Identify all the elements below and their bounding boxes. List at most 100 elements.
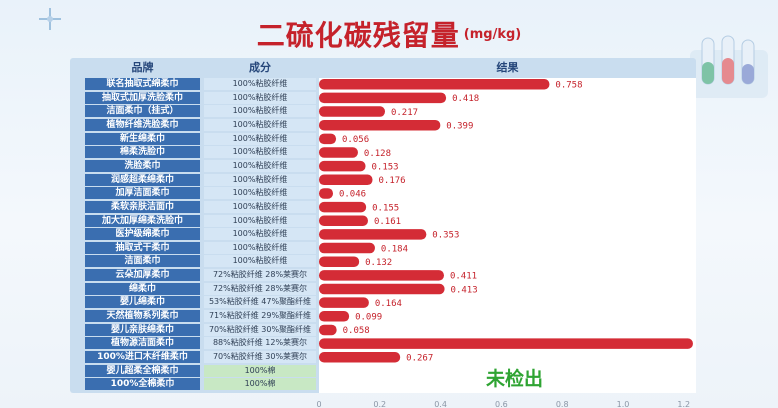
bar: [319, 106, 385, 117]
component-cell: 100%粘胶纤维: [204, 105, 316, 118]
bar: [319, 270, 444, 281]
component-cell: 71%粘胶纤维 29%聚酯纤维: [204, 310, 316, 323]
bar: [319, 338, 693, 349]
brand-cell: 柔软亲肤洁面巾: [85, 200, 200, 213]
brand-cell: 抽取式干柔巾: [85, 241, 200, 254]
brand-cell: 婴儿绵柔巾: [85, 296, 200, 309]
brand-cell: 联名抽取式绵柔巾: [85, 78, 200, 90]
bar-value-label: 0.132: [365, 258, 392, 268]
bar-value-label: 0.164: [375, 299, 402, 309]
bar: [319, 256, 360, 267]
bar-value-label: 0.399: [446, 121, 473, 131]
bar-value-label: 0.155: [372, 203, 399, 213]
component-cell: 72%粘胶纤维 28%莱赛尔: [204, 282, 316, 295]
bar-value-label: 0.161: [374, 217, 401, 227]
component-cell: 100%粘胶纤维: [204, 159, 316, 172]
brand-cell: 抽取式加厚洗脸柔巾: [85, 91, 200, 104]
component-cell: 70%粘胶纤维 30%莱赛尔: [204, 351, 316, 363]
brand-cell: 棉柔洗脸巾: [85, 146, 200, 159]
header-result: 结果: [496, 61, 519, 74]
x-tick-label: 0.6: [495, 400, 508, 408]
bar-value-label: 0.176: [379, 176, 406, 186]
bar-value-label: 0.413: [451, 285, 478, 295]
bar-value-label: 0.353: [432, 231, 459, 241]
x-tick-label: 1.0: [617, 400, 630, 408]
component-cell: 100%粘胶纤维: [204, 78, 316, 90]
x-tick-label: 0.2: [373, 400, 386, 408]
bar: [319, 242, 375, 254]
chart-title-wrap: 二硫化碳残留量 (mg/kg): [0, 14, 778, 54]
bar: [319, 229, 427, 240]
component-cell: 100%粘胶纤维: [204, 241, 316, 254]
brand-cell: 植物源洁面柔巾: [85, 337, 200, 350]
bar: [319, 160, 366, 172]
bar: [319, 297, 369, 308]
bar: [319, 352, 401, 363]
chart-unit: (mg/kg): [463, 26, 522, 42]
brand-cell: 植物纤维洗脸柔巾: [85, 118, 200, 131]
bar: [319, 79, 550, 90]
x-tick-label: 0.4: [434, 400, 447, 408]
header-brand: 品牌: [131, 61, 154, 74]
component-cell: 100%粘胶纤维: [204, 132, 316, 145]
component-cell: 100%棉: [204, 378, 316, 391]
bar: [319, 215, 368, 226]
sparkle-icon: [39, 8, 61, 30]
header-component: 成分: [249, 61, 271, 74]
brand-cell: 天然植物系列柔巾: [85, 310, 200, 323]
brand-cell: 100%全棉柔巾: [85, 378, 200, 391]
bar: [319, 201, 367, 213]
component-cell: 100%粘胶纤维: [204, 214, 316, 227]
bar-value-label: 0.058: [343, 326, 370, 336]
brand-cell: 云朵加厚柔巾: [85, 269, 200, 282]
bar: [319, 133, 337, 145]
component-cell: 100%粘胶纤维: [204, 146, 316, 159]
x-tick-label: 1.2: [677, 400, 690, 408]
bar-value-label: 0.184: [381, 244, 408, 254]
bar-value-label: 0.153: [372, 162, 399, 172]
x-tick-label: 0: [316, 400, 321, 408]
bar-value-label: 0.099: [355, 313, 382, 323]
brand-cell: 润感超柔绵柔巾: [85, 173, 200, 186]
component-cell: 100%粘胶纤维: [204, 228, 316, 241]
component-cell: 100%粘胶纤维: [204, 118, 316, 131]
bar-value-label: 0.056: [342, 135, 369, 145]
bar-value-label: 0.267: [406, 354, 433, 364]
not-detected-label: 未检出: [486, 368, 544, 390]
bar-value-label: 0.046: [339, 190, 366, 200]
bar-value-label: 0.758: [555, 81, 582, 91]
component-cell: 53%粘胶纤维 47%聚酯纤维: [204, 296, 316, 309]
brand-cell: 洗脸柔巾: [85, 159, 200, 172]
component-cell: 100%棉: [204, 364, 316, 377]
component-cell: 100%粘胶纤维: [204, 200, 316, 213]
brand-cell: 加厚洁面柔巾: [85, 187, 200, 200]
brand-cell: 新生绵柔巾: [85, 132, 200, 145]
bar-value-label: 0.128: [364, 149, 391, 159]
brand-cell: 婴儿超柔全棉柔巾: [85, 364, 200, 377]
component-cell: 72%粘胶纤维 28%莱赛尔: [204, 269, 316, 282]
bar-value-label: 0.217: [391, 108, 418, 118]
test-tube-rack-icon: [690, 35, 768, 98]
x-tick-label: 0.8: [556, 400, 569, 408]
bar: [319, 119, 441, 131]
component-cell: 70%粘胶纤维 30%聚酯纤维: [204, 323, 316, 336]
chart-title: 二硫化碳残留量: [256, 19, 460, 52]
bar: [319, 188, 333, 199]
component-cell: 100%粘胶纤维: [204, 187, 316, 200]
component-cell: 100%粘胶纤维: [204, 173, 316, 186]
bar: [319, 283, 445, 295]
bar: [319, 174, 373, 186]
bar-value-label: 0.411: [450, 272, 477, 282]
brand-cell: 医护级绵柔巾: [85, 228, 200, 241]
component-cell: 88%粘胶纤维 12%莱赛尔: [204, 337, 316, 350]
bar: [319, 324, 337, 336]
brand-cell: 洁面柔巾（挂式）: [85, 105, 200, 118]
brand-cell: 洁面柔巾: [85, 255, 200, 268]
brand-cell: 加大加厚绵柔洗脸巾: [85, 214, 200, 227]
bar: [319, 311, 350, 322]
component-cell: 100%粘胶纤维: [204, 255, 316, 268]
bar-value-label: 0.418: [452, 94, 479, 104]
component-cell: 100%粘胶纤维: [204, 91, 316, 104]
brand-cell: 婴儿亲肤绵柔巾: [85, 323, 200, 336]
